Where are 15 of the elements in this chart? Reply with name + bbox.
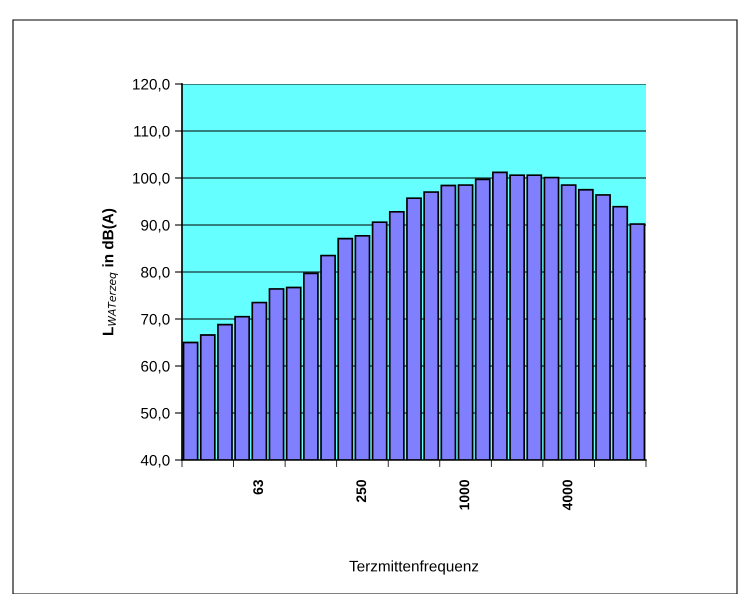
y-tick-label: 90,0 xyxy=(141,220,170,232)
y-tick-label: 100,0 xyxy=(133,172,170,186)
y-tick-label: 60,0 xyxy=(141,360,170,374)
y-tick-label: 80,0 xyxy=(141,266,170,280)
x-tick-label: 1000 xyxy=(459,480,470,510)
y-tick-label: 40,0 xyxy=(140,454,170,468)
y-tick-label: 50,0 xyxy=(141,408,170,420)
x-axis-title: Terzmittenfrequenz xyxy=(349,560,478,575)
y-tick-label: 120,0 xyxy=(133,78,170,92)
y-tick-label: 70,0 xyxy=(141,314,170,326)
x-tick-label: 4000 xyxy=(562,480,572,510)
x-tick-label: 250 xyxy=(356,480,366,502)
y-tick-label: 110,0 xyxy=(134,126,170,138)
x-tick-label: 63 xyxy=(253,480,264,494)
y-axis-title: L$_{WATerzeq}$ in dB(A) xyxy=(102,208,118,335)
